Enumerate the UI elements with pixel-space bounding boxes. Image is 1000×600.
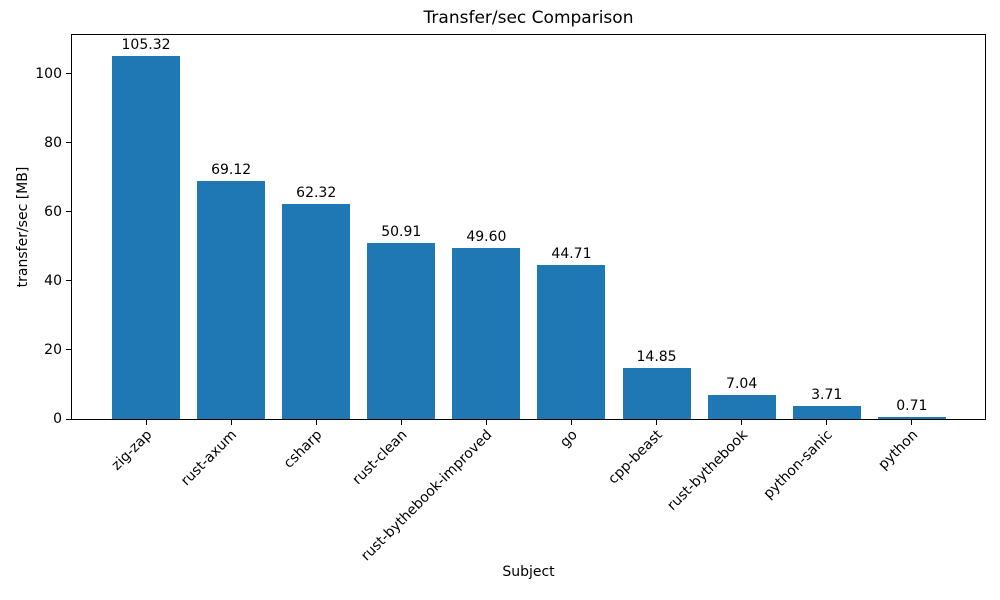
bar-value-label: 49.60	[466, 228, 507, 245]
bar-csharp	[282, 204, 351, 419]
bar-go	[537, 264, 606, 419]
bar-rust-bythebook-improved	[452, 247, 521, 419]
bar-rust-clean	[367, 243, 436, 419]
x-tick-mark	[741, 420, 743, 425]
x-tick-mark	[400, 420, 402, 425]
bar-value-label: 105.32	[121, 36, 171, 53]
y-tick-mark	[66, 418, 71, 420]
y-tick-mark	[66, 73, 71, 75]
x-tick-mark	[485, 420, 487, 425]
x-tick-label: cpp-beast	[605, 427, 666, 488]
x-tick-label: csharp	[280, 427, 326, 472]
y-tick-label: 100	[35, 65, 62, 82]
y-tick-label: 80	[44, 134, 62, 151]
chart-title: Transfer/sec Comparison	[423, 8, 634, 28]
y-axis-label: transfer/sec [MB]	[15, 166, 31, 288]
bar-zig-zap	[111, 55, 181, 419]
y-tick-mark	[66, 142, 71, 144]
bar-cpp-beast	[622, 367, 691, 419]
bar-value-label: 0.71	[896, 397, 928, 414]
x-tick-label: python	[875, 427, 922, 473]
y-tick-mark	[66, 349, 71, 351]
x-tick-label: python-sanic	[760, 427, 837, 503]
x-tick-label: rust-clean	[349, 427, 411, 488]
y-tick-mark	[66, 211, 71, 213]
bar-value-label: 3.71	[811, 387, 843, 404]
y-tick-label: 60	[44, 203, 62, 220]
bar-value-label: 44.71	[551, 245, 592, 262]
y-tick-label: 40	[44, 272, 62, 289]
bar-value-label: 69.12	[211, 161, 252, 178]
x-tick-mark	[656, 420, 658, 425]
bar-value-label: 14.85	[636, 348, 677, 365]
x-tick-mark	[826, 420, 828, 425]
x-axis-label: Subject	[502, 564, 555, 580]
x-tick-label: rust-axum	[178, 427, 241, 490]
x-tick-mark	[230, 420, 232, 425]
bar-rust-axum	[197, 180, 266, 419]
bar-value-label: 62.32	[296, 185, 337, 201]
bar-rust-bythebook	[707, 394, 776, 419]
x-tick-mark	[570, 420, 572, 425]
y-tick-label: 20	[44, 341, 62, 358]
y-tick-label: 0	[53, 411, 62, 427]
bar-python-sanic	[792, 406, 861, 419]
bar-value-label: 7.04	[726, 375, 758, 392]
x-tick-mark	[315, 420, 317, 425]
bar-python	[877, 416, 946, 419]
plot-area: 0 20 40 60 80 100 105.32 zig-zap 69.12 rust-axum 6…	[35, 34, 986, 564]
x-tick-mark	[911, 420, 913, 425]
x-tick-label: rust-bythebook	[664, 427, 751, 514]
bar-value-label: 50.91	[381, 224, 422, 241]
x-tick-label: zig-zap	[108, 427, 156, 474]
x-tick-label: go	[557, 427, 581, 451]
x-tick-mark	[145, 420, 147, 425]
y-tick-mark	[66, 280, 71, 282]
